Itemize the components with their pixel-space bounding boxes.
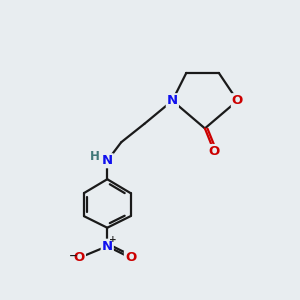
Text: +: + — [109, 235, 117, 244]
Text: O: O — [208, 145, 220, 158]
Text: N: N — [167, 94, 178, 107]
Text: O: O — [74, 251, 85, 264]
Text: N: N — [102, 154, 113, 167]
Text: O: O — [232, 94, 243, 107]
Text: N: N — [102, 240, 113, 253]
Text: O: O — [125, 251, 136, 264]
Text: H: H — [89, 150, 99, 163]
Text: −: − — [68, 250, 77, 260]
